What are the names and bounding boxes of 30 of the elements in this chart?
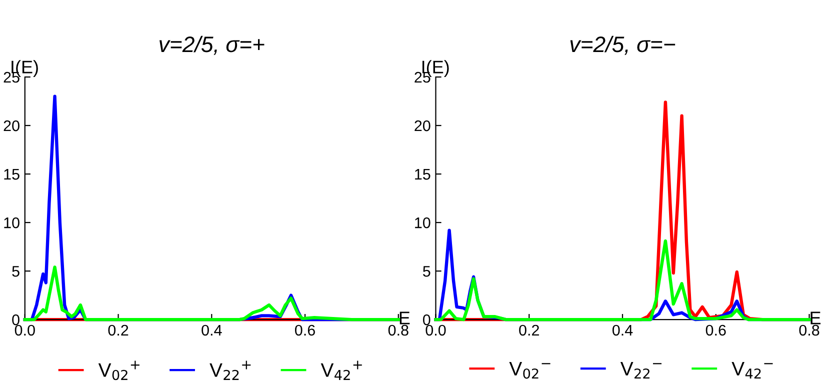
y-tick-label: 15	[415, 169, 430, 180]
x-axis-title: E	[400, 312, 410, 324]
y-tick-label: 0	[422, 314, 430, 326]
y-tick-label: 20	[414, 120, 430, 132]
x-tick-label: 0.8	[388, 324, 408, 336]
y-tick-label: 0	[12, 314, 20, 326]
y-tick-label: 15	[4, 169, 20, 180]
x-tick-label: 0.4	[202, 324, 222, 336]
x-tick-label: 0.0	[426, 324, 446, 336]
x-tick-label: 0.6	[706, 324, 726, 336]
legend-label: V$_{42}$$^{−}$	[732, 362, 773, 379]
legend-label: V$_{02}$$^{+}$	[98, 360, 140, 380]
legend-label: V$_{42}$$^{+}$	[320, 360, 362, 380]
chart-title: v=2/5, σ=−	[570, 36, 676, 55]
chart-title: v=2/5, σ=+	[160, 36, 264, 55]
x-tick-label: 0.2	[108, 324, 128, 336]
x-tick-label: 0.8	[799, 324, 820, 336]
y-tick-label: 10	[415, 217, 430, 228]
x-tick-label: 0.0	[14, 324, 35, 336]
y-tick-label: 5	[12, 266, 20, 277]
y-tick-label: 5	[423, 266, 430, 277]
legend-label: V$_{22}$$^{−}$	[620, 362, 662, 379]
y-tick-label: 10	[4, 217, 20, 228]
y-tick-label: 20	[4, 120, 20, 132]
x-axis-title: E	[810, 312, 821, 324]
x-tick-label: 0.4	[612, 324, 633, 336]
legend-label: V$_{02}$$^{−}$	[509, 362, 550, 379]
x-tick-label: 0.2	[519, 324, 539, 336]
legend-label: V$_{22}$$^{+}$	[210, 360, 251, 380]
x-tick-label: 0.6	[295, 324, 315, 336]
